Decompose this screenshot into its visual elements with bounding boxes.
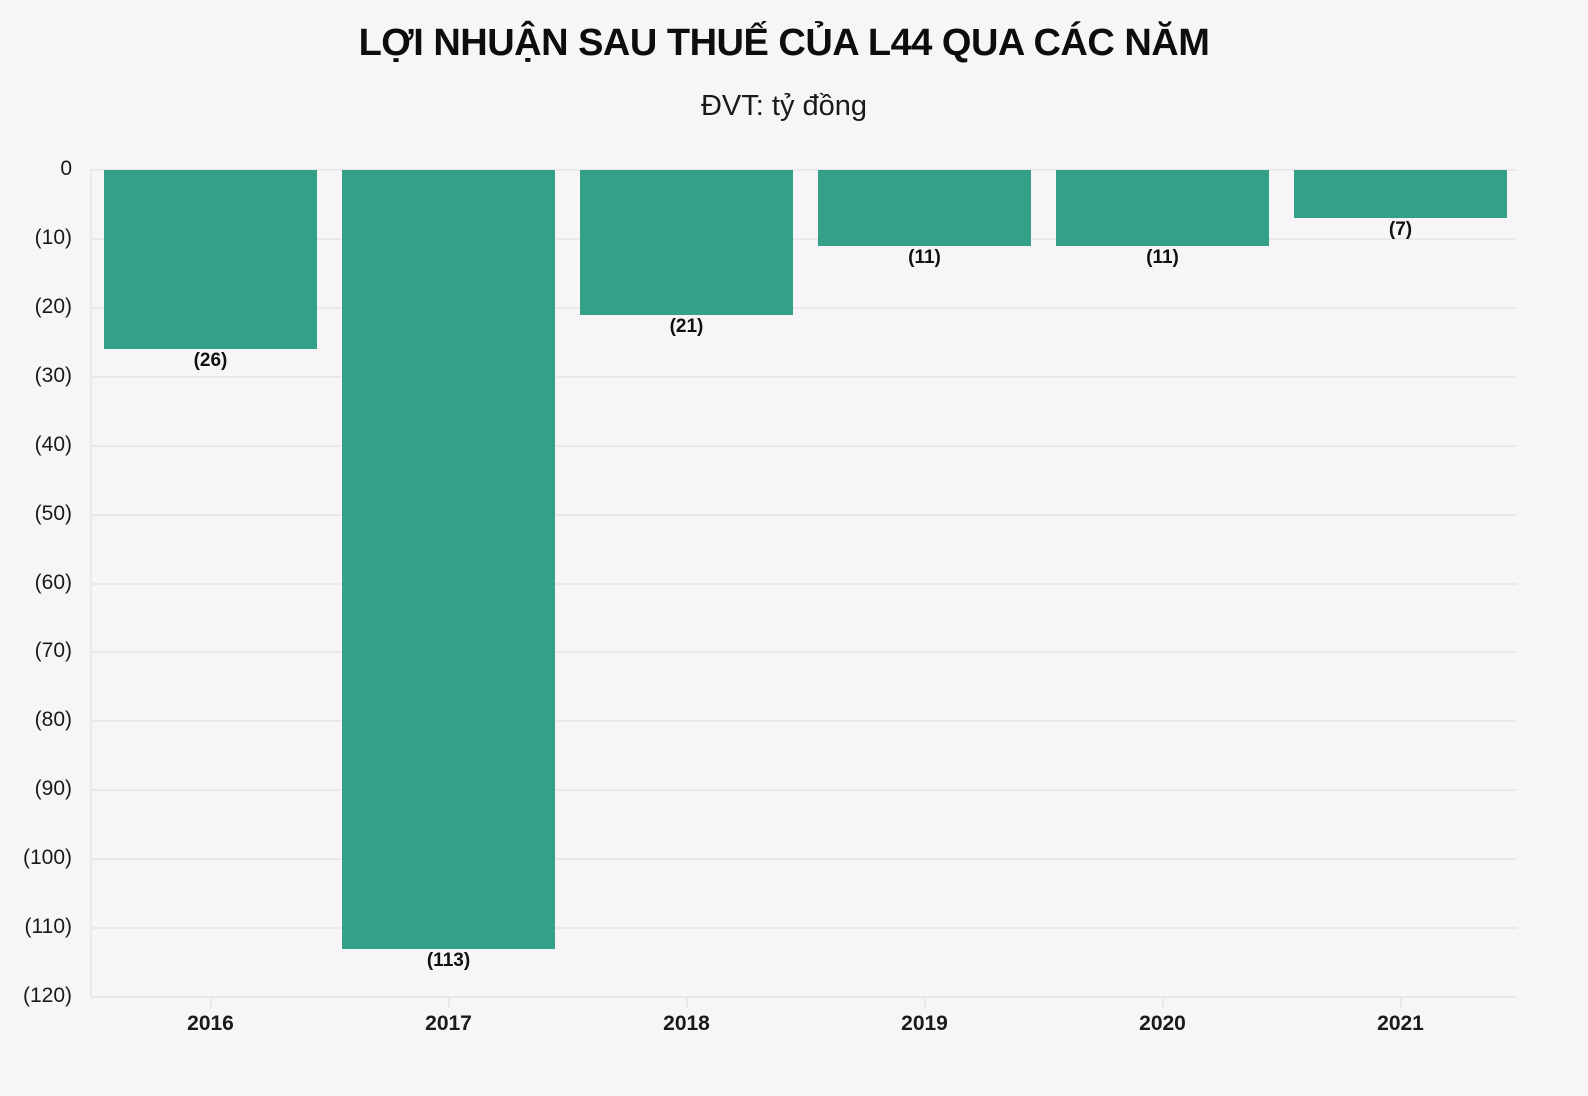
bar-2018[interactable]: [580, 170, 793, 315]
x-tick-label: 2016: [187, 1012, 234, 1035]
gridline: [90, 651, 1517, 654]
gridline: [90, 375, 1517, 378]
y-tick-label: (70): [34, 639, 72, 663]
x-tick-mark: [1162, 998, 1164, 1008]
bar-2021[interactable]: [1294, 170, 1507, 219]
gridline: [90, 789, 1517, 792]
x-tick-label: 2021: [1377, 1012, 1424, 1035]
y-tick-label: (30): [34, 363, 72, 387]
y-tick-label: 0: [60, 157, 72, 180]
y-tick-label: (10): [34, 225, 72, 249]
gridline: [90, 720, 1517, 723]
x-tick-label: 2020: [1139, 1012, 1186, 1035]
gridline: [90, 513, 1517, 516]
x-tick-label: 2018: [663, 1012, 710, 1035]
bar-2019[interactable]: [818, 170, 1031, 246]
gridline: [90, 996, 1517, 998]
gridline: [90, 582, 1517, 585]
y-tick-label: (110): [24, 915, 72, 939]
chart-subtitle: ĐVT: tỷ đồng: [700, 90, 868, 122]
x-tick-mark: [448, 998, 450, 1008]
x-tick-label: 2019: [901, 1012, 948, 1035]
y-tick-label: (120): [22, 984, 72, 1007]
y-tick-label: (80): [34, 708, 72, 732]
gridline: [90, 444, 1517, 447]
bar-value-label: (11): [908, 246, 941, 268]
y-tick-label: (60): [34, 570, 72, 594]
x-tick-mark: [686, 998, 688, 1008]
x-tick-mark: [1400, 998, 1402, 1008]
bar-2017[interactable]: [342, 170, 555, 949]
x-tick-label: 2017: [425, 1012, 472, 1035]
y-tick-label: (50): [34, 501, 72, 525]
chart-title: LỢI NHUẬN SAU THUẾ CỦA L44 QUA CÁC NĂM: [358, 22, 1210, 64]
bar-value-label: (113): [426, 949, 471, 971]
bar-value-label: (26): [193, 350, 228, 372]
y-tick-label: (40): [34, 432, 72, 456]
bar-value-label: (21): [669, 315, 704, 337]
y-tick-label: (20): [34, 294, 72, 318]
bar-value-label: (7): [1388, 219, 1413, 241]
bar-2020[interactable]: [1056, 170, 1269, 246]
y-tick-label: (90): [34, 777, 72, 801]
bar-value-label: (11): [1146, 246, 1179, 268]
x-tick-mark: [210, 998, 212, 1008]
gridline: [90, 306, 1517, 309]
x-tick-mark: [924, 998, 926, 1008]
gridline: [90, 169, 1517, 171]
gridline: [90, 927, 1517, 930]
gridline: [90, 858, 1517, 861]
bar-2016[interactable]: [104, 170, 317, 350]
y-tick-label: (100): [22, 846, 72, 870]
gridline: [90, 237, 1517, 240]
